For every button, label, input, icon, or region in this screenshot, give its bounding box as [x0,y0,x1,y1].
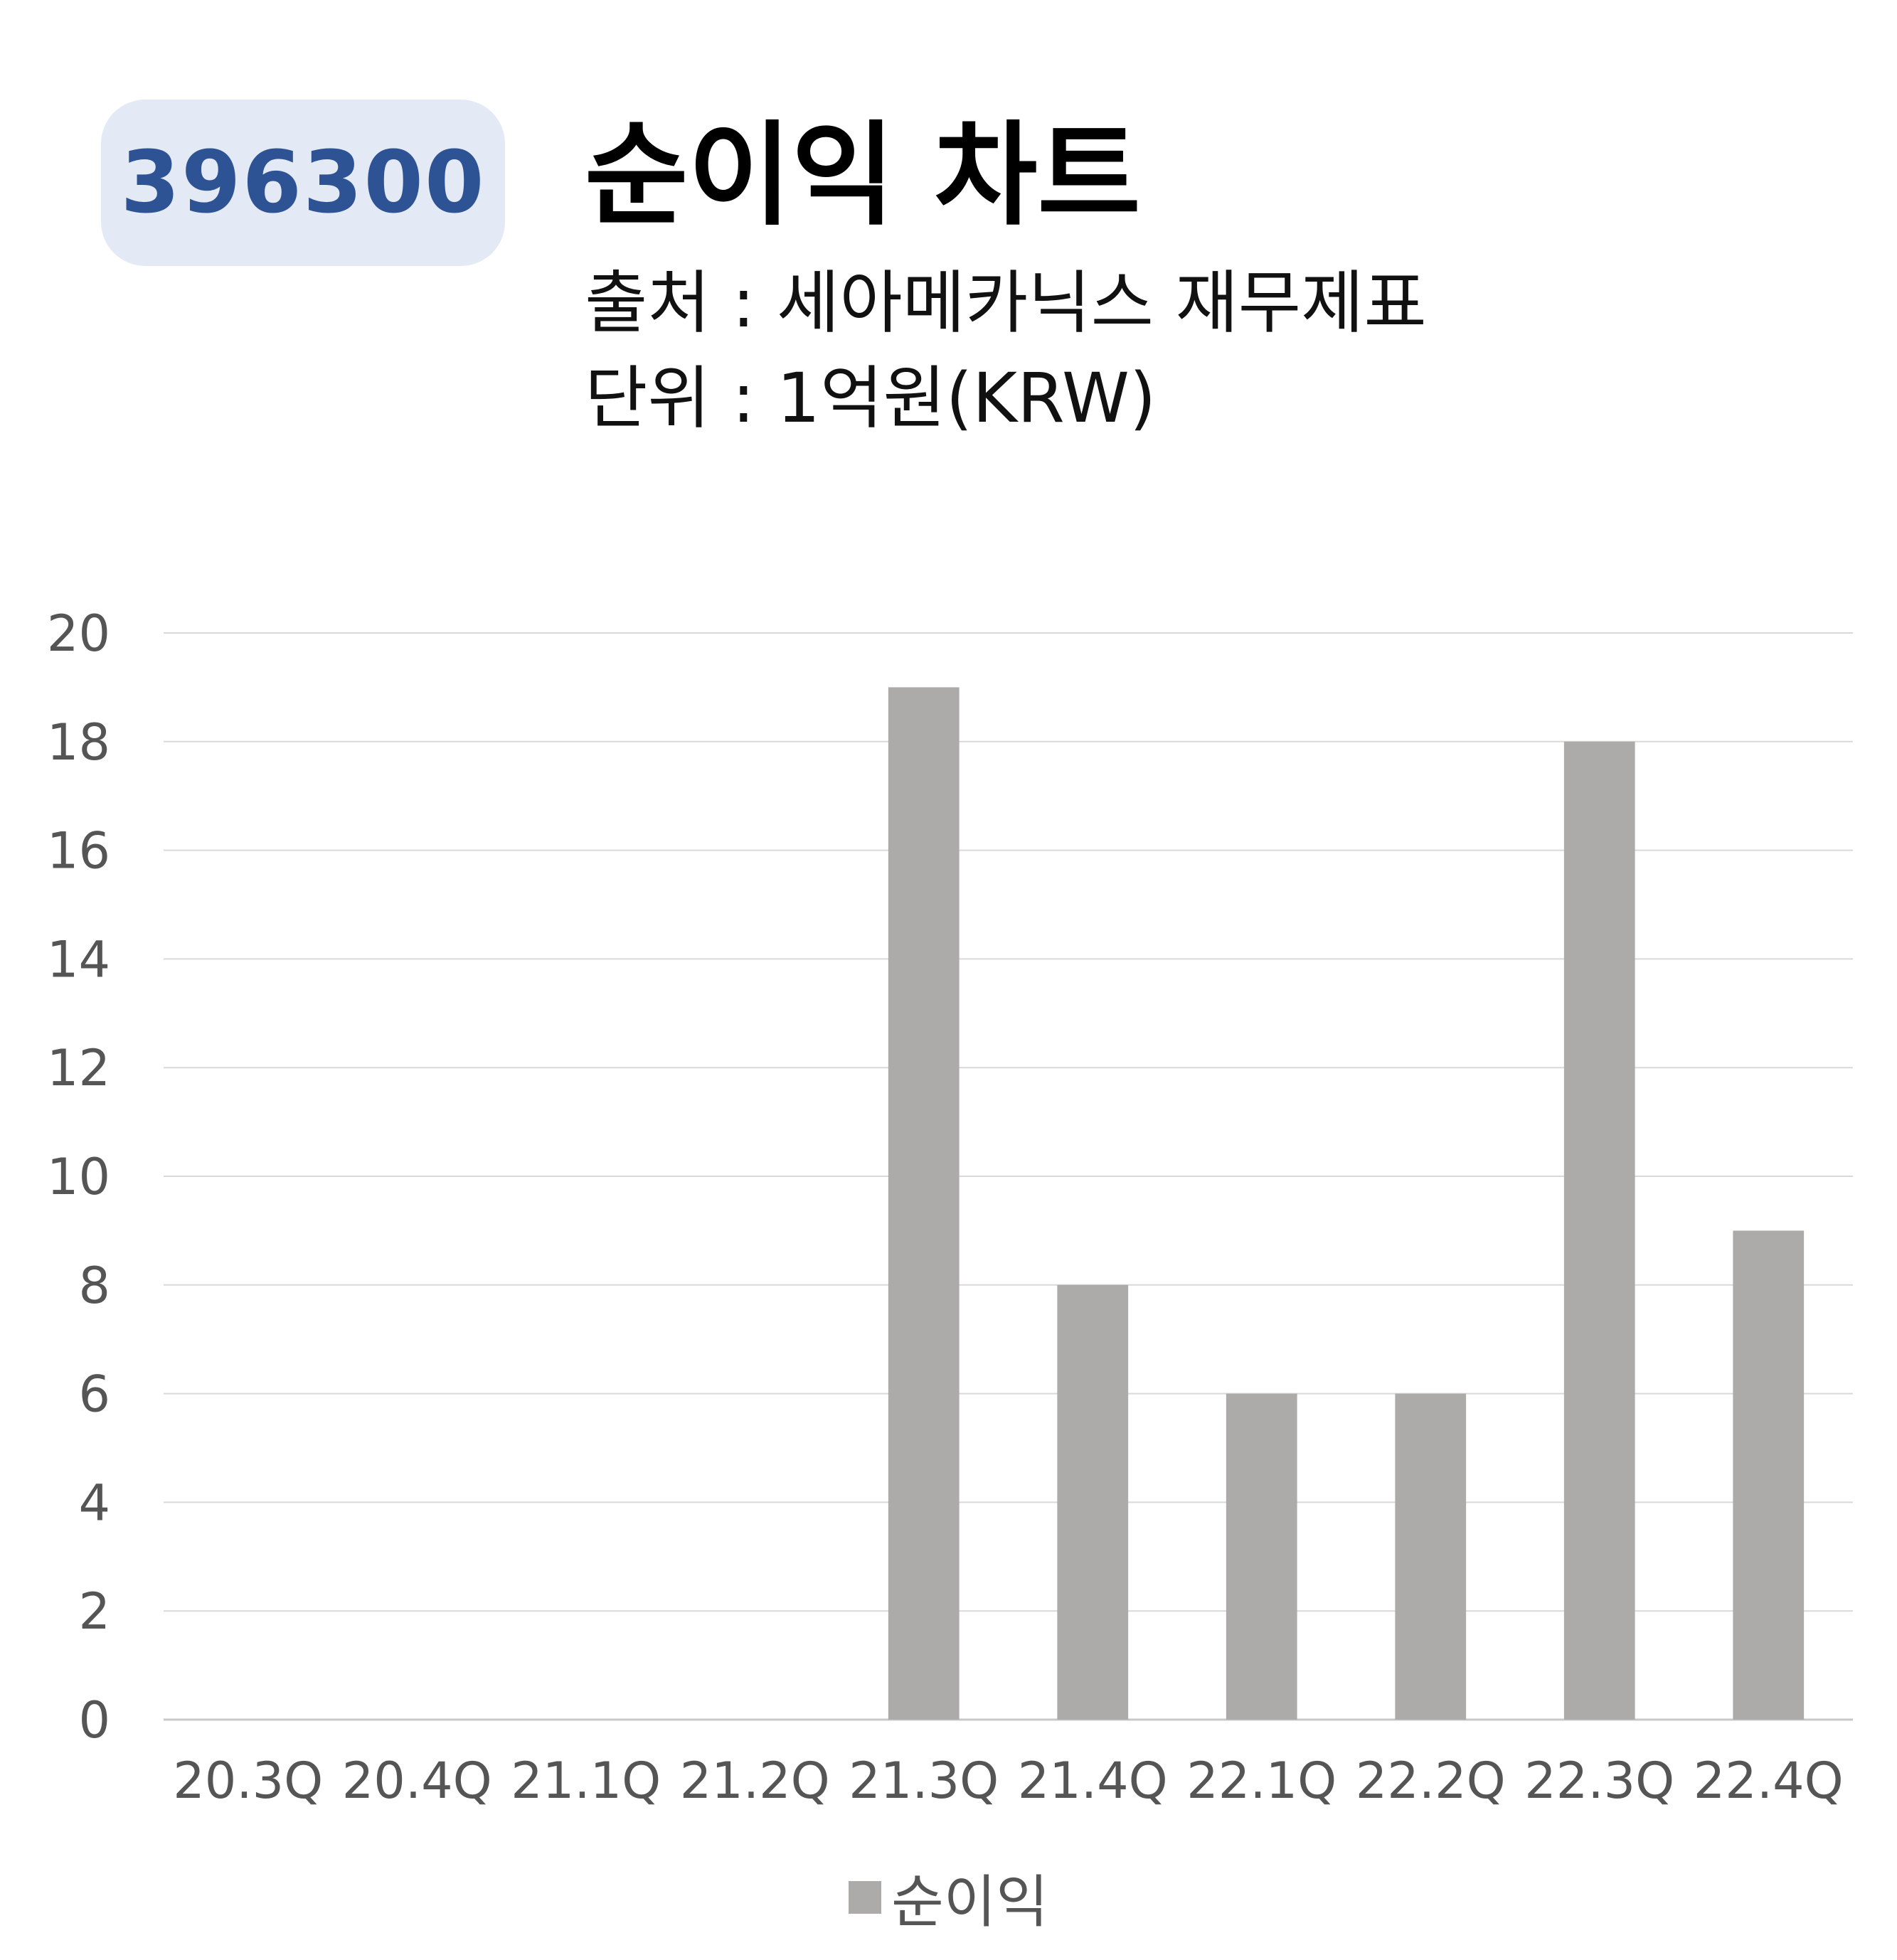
x-tick-label: 22.4Q [1694,1752,1844,1810]
bar-22.4Q [1733,1230,1805,1720]
y-tick-label: 12 [47,1039,110,1097]
bar-22.2Q [1395,1393,1467,1720]
y-tick-label: 4 [78,1474,110,1532]
y-tick-label: 18 [47,713,110,772]
bars [888,687,1805,1720]
chart-title: 순이익 차트 [585,110,1141,241]
y-tick-label: 0 [78,1691,110,1749]
legend-label: 순이익 [891,1869,1048,1935]
x-tick-label: 20.4Q [342,1752,492,1810]
x-tick-label: 22.1Q [1186,1752,1337,1810]
x-tick-label: 21.1Q [511,1752,661,1810]
legend: 순이익 [0,1856,1897,1939]
bar-21.3Q [888,687,960,1720]
x-tick-label: 21.3Q [849,1752,999,1810]
y-axis-ticks: 0 2 4 6 8 10 12 14 16 18 20 [47,604,110,1749]
y-tick-label: 2 [78,1582,110,1641]
bar-22.3Q [1563,741,1635,1720]
x-tick-label: 21.4Q [1018,1752,1168,1810]
y-tick-label: 10 [47,1148,110,1206]
y-tick-label: 20 [47,604,110,663]
chart-unit: 단위 : 1억원(KRW) [585,358,1157,438]
chart-source: 출처 : 세아메카닉스 재무제표 [585,263,1427,343]
x-tick-label: 22.3Q [1524,1752,1674,1810]
stock-code-badge: 396300 [101,100,505,266]
x-tick-label: 20.3Q [173,1752,323,1810]
y-tick-label: 16 [47,822,110,880]
legend-swatch [849,1881,882,1914]
bar-21.4Q [1057,1284,1129,1720]
y-tick-label: 6 [78,1365,110,1424]
stock-code: 396300 [120,133,486,233]
x-tick-label: 21.2Q [680,1752,830,1810]
x-axis-ticks: 20.3Q 20.4Q 21.1Q 21.2Q 21.3Q 21.4Q 22.1Q 22.2Q… [173,1752,1843,1810]
y-tick-label: 8 [78,1257,110,1315]
y-tick-label: 14 [47,930,110,989]
x-tick-label: 22.2Q [1356,1752,1506,1810]
bar-22.1Q [1226,1393,1297,1720]
